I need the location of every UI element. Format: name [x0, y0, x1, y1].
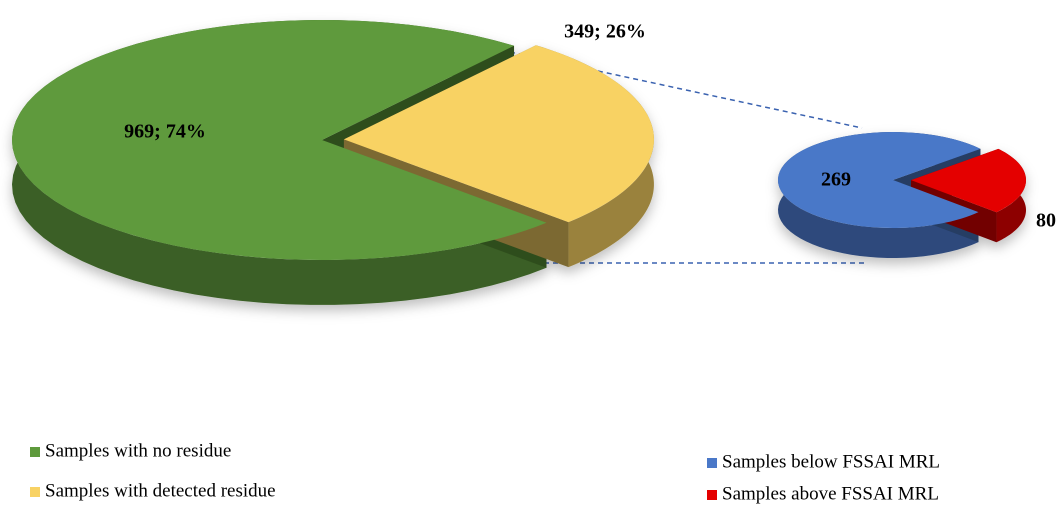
slice: [910, 148, 1026, 213]
legend-swatch: [707, 490, 717, 500]
slice: [343, 45, 654, 223]
data-label: 269: [821, 169, 851, 191]
pie: [11, 19, 654, 305]
data-label: 969; 74%: [124, 121, 206, 143]
slice: [11, 19, 547, 261]
data-label: 80: [1036, 210, 1056, 232]
legend-label: Samples with no residue: [45, 440, 231, 461]
plot-area: 969; 74% Samples with no residue 349; 26% S…: [11, 19, 1056, 504]
data-label: 349; 26%: [564, 21, 646, 43]
legend-label: Samples with detected residue: [45, 480, 276, 501]
legend-swatch: [30, 447, 40, 457]
connector-line: [509, 51, 863, 129]
pie: [777, 132, 1026, 258]
legend-swatch: [30, 487, 40, 497]
slice: [777, 132, 981, 229]
legend-label: Samples below FSSAI MRL: [722, 451, 940, 472]
legend-swatch: [707, 458, 717, 468]
legend-label: Samples above FSSAI MRL: [722, 483, 939, 504]
